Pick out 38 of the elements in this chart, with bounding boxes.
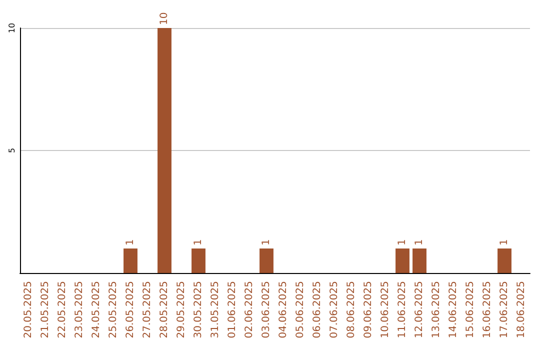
x-tick-label: 18.06.2025 (516, 281, 527, 338)
x-tick-label: 09.06.2025 (363, 281, 374, 338)
x-tick-label: 01.06.2025 (227, 281, 238, 338)
x-tick-label: 25.05.2025 (108, 281, 119, 338)
x-tick-label: 20.05.2025 (23, 281, 34, 338)
x-tick-label: 27.05.2025 (142, 281, 153, 338)
x-tick-label: 31.05.2025 (210, 281, 221, 338)
x-tick-label: 12.06.2025 (414, 281, 425, 338)
data-label: 1 (397, 239, 408, 246)
data-label: 1 (499, 239, 510, 246)
x-tick-label: 08.06.2025 (346, 281, 357, 338)
x-tick-label: 26.05.2025 (125, 281, 136, 338)
x-tick-label: 14.06.2025 (448, 281, 459, 338)
data-label: 1 (414, 239, 425, 246)
x-tick-label: 07.06.2025 (329, 281, 340, 338)
x-tick-label: 24.05.2025 (91, 281, 102, 338)
x-tick-label: 29.05.2025 (176, 281, 187, 338)
x-tick-label: 03.06.2025 (261, 281, 272, 338)
data-label: 1 (125, 239, 136, 246)
x-tick-label: 13.06.2025 (431, 281, 442, 338)
x-tick-label: 17.06.2025 (499, 281, 510, 338)
data-label: 10 (159, 12, 170, 25)
x-tick-label: 06.06.2025 (312, 281, 323, 338)
x-tick-label: 10.06.2025 (380, 281, 391, 338)
x-tick-label: 30.05.2025 (193, 281, 204, 338)
x-tick-label: 04.06.2025 (278, 281, 289, 338)
x-tick-label: 15.06.2025 (465, 281, 476, 338)
x-tick-label: 23.05.2025 (74, 281, 85, 338)
data-label: 1 (261, 239, 272, 246)
x-tick-label: 02.06.2025 (244, 281, 255, 338)
x-tick-label: 05.06.2025 (295, 281, 306, 338)
x-tick-label: 28.05.2025 (159, 281, 170, 338)
x-tick-label: 11.06.2025 (397, 281, 408, 338)
x-tick-label: 16.06.2025 (482, 281, 493, 338)
x-tick-label: 21.05.2025 (40, 281, 51, 338)
y-tick-label: 5 (8, 148, 16, 154)
x-tick-label: 22.05.2025 (57, 281, 68, 338)
data-label: 1 (193, 239, 204, 246)
